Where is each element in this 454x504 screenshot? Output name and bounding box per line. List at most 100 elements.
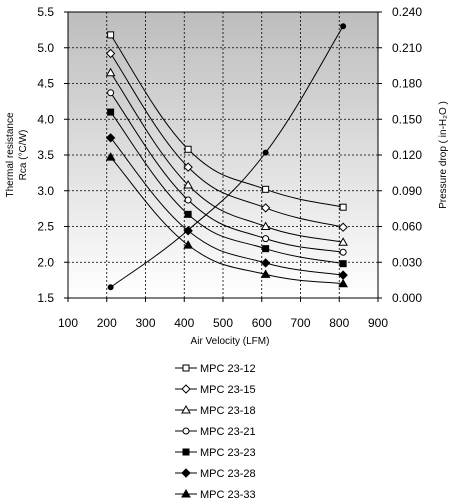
data-point bbox=[105, 152, 116, 161]
legend-marker bbox=[181, 488, 191, 498]
legend-item: MPC 23-28 bbox=[175, 468, 256, 480]
left-y-axis-title-line2: Rca (°C/W) bbox=[18, 130, 29, 181]
data-point bbox=[260, 221, 271, 230]
left-y-tick-label: 1.5 bbox=[37, 291, 54, 305]
data-point bbox=[338, 278, 348, 288]
legend-marker bbox=[182, 364, 190, 372]
data-point bbox=[184, 145, 192, 153]
series-line bbox=[110, 26, 344, 288]
series-mpc-23-12 bbox=[107, 31, 347, 211]
series-layer bbox=[105, 23, 348, 291]
legend-label: MPC 23-12 bbox=[200, 363, 256, 375]
data-point bbox=[262, 149, 269, 156]
right-y-tick-label: 0.240 bbox=[392, 5, 422, 19]
series-mpc-23-18 bbox=[105, 67, 348, 246]
data-point bbox=[339, 248, 347, 256]
legend-marker bbox=[182, 427, 190, 435]
left-y-tick-label: 3.0 bbox=[37, 184, 54, 198]
data-point bbox=[338, 222, 348, 232]
legend-marker bbox=[181, 468, 191, 478]
data-point bbox=[184, 210, 192, 218]
x-tick-label: 900 bbox=[368, 316, 388, 330]
series-line bbox=[110, 156, 344, 285]
data-point bbox=[338, 237, 348, 246]
data-point bbox=[107, 108, 115, 116]
right-y-tick-label: 0.120 bbox=[392, 148, 422, 162]
series-line bbox=[110, 92, 344, 253]
series-line bbox=[110, 72, 344, 243]
series-mpc-23-33 bbox=[105, 152, 348, 288]
data-point bbox=[262, 245, 270, 253]
data-point bbox=[107, 31, 115, 39]
left-y-tick-label: 2.5 bbox=[37, 220, 54, 234]
series-mpc-23-23 bbox=[107, 108, 347, 268]
right-y-axis: 0.000 0.030 0.060 0.090 0.120 0.150 0.180 0.210… bbox=[378, 5, 422, 305]
series-line bbox=[110, 137, 344, 276]
right-y-tick-label: 0.060 bbox=[392, 220, 422, 234]
data-point bbox=[262, 185, 270, 193]
right-y-tick-label: 0.150 bbox=[392, 112, 422, 126]
legend-item: MPC 23-33 bbox=[175, 488, 256, 501]
legend-label: MPC 23-18 bbox=[200, 405, 256, 417]
data-point bbox=[260, 269, 271, 278]
series-mpc-23-15 bbox=[105, 48, 348, 232]
data-point bbox=[339, 203, 347, 211]
legend: MPC 23-12 MPC 23-15 MPC 23-18 MPC 23-21 MPC … bbox=[175, 363, 256, 501]
series-line bbox=[110, 53, 344, 228]
data-point bbox=[183, 162, 193, 172]
right-y-tick-label: 0.090 bbox=[392, 184, 422, 198]
legend-marker bbox=[181, 404, 191, 414]
data-point bbox=[260, 203, 271, 213]
series-line bbox=[110, 34, 344, 208]
legend-marker bbox=[181, 384, 191, 394]
x-axis: 100 200 300 400 500 600 700 800 900 bbox=[58, 298, 388, 330]
data-point bbox=[184, 196, 192, 204]
legend-label: MPC 23-21 bbox=[200, 426, 256, 438]
right-y-axis-title: Pressure drop ( in-H₂O ) bbox=[438, 101, 449, 209]
x-axis-title: Air Velocity (LFM) bbox=[191, 336, 270, 347]
left-y-tick-label: 5.5 bbox=[37, 5, 54, 19]
x-tick-label: 400 bbox=[174, 316, 194, 330]
data-point bbox=[183, 240, 193, 249]
x-tick-label: 300 bbox=[135, 316, 155, 330]
legend-item: MPC 23-18 bbox=[175, 404, 256, 417]
left-y-axis-title-line1: Thermal resistance bbox=[5, 112, 16, 197]
legend-item: MPC 23-15 bbox=[175, 384, 256, 396]
data-point bbox=[107, 284, 114, 291]
data-point bbox=[262, 235, 270, 243]
data-point bbox=[183, 180, 193, 189]
plot-area bbox=[68, 12, 378, 298]
legend-label: MPC 23-23 bbox=[200, 447, 256, 459]
right-y-tick-label: 0.210 bbox=[392, 41, 422, 55]
left-y-tick-label: 5.0 bbox=[37, 41, 54, 55]
left-y-tick-label: 2.0 bbox=[37, 255, 54, 269]
x-tick-label: 700 bbox=[290, 316, 310, 330]
legend-item: MPC 23-23 bbox=[175, 447, 256, 459]
legend-marker bbox=[182, 448, 190, 456]
series-mpc-23-21 bbox=[107, 89, 347, 256]
legend-label: MPC 23-33 bbox=[200, 489, 256, 501]
x-tick-label: 100 bbox=[58, 316, 78, 330]
right-y-tick-label: 0.030 bbox=[392, 255, 422, 269]
legend-item: MPC 23-12 bbox=[175, 363, 256, 375]
x-tick-label: 800 bbox=[329, 316, 349, 330]
data-point bbox=[105, 67, 116, 77]
data-point bbox=[105, 133, 116, 143]
right-y-tick-label: 0.000 bbox=[392, 291, 422, 305]
data-point bbox=[185, 227, 192, 234]
left-y-tick-label: 3.5 bbox=[37, 148, 54, 162]
legend-label: MPC 23-28 bbox=[200, 468, 256, 480]
right-y-tick-label: 0.180 bbox=[392, 77, 422, 91]
x-tick-label: 500 bbox=[213, 316, 233, 330]
series-pressure-drop bbox=[107, 23, 347, 291]
data-point bbox=[260, 258, 271, 268]
data-point bbox=[339, 260, 347, 268]
x-tick-label: 600 bbox=[252, 316, 272, 330]
left-y-axis: 1.5 2.0 2.5 3.0 3.5 4.0 4.5 5.0 5.5 bbox=[37, 5, 68, 305]
data-point bbox=[107, 89, 115, 97]
left-y-tick-label: 4.5 bbox=[37, 77, 54, 91]
series-line bbox=[110, 111, 344, 265]
legend-label: MPC 23-15 bbox=[200, 384, 256, 396]
left-y-tick-label: 4.0 bbox=[37, 112, 54, 126]
